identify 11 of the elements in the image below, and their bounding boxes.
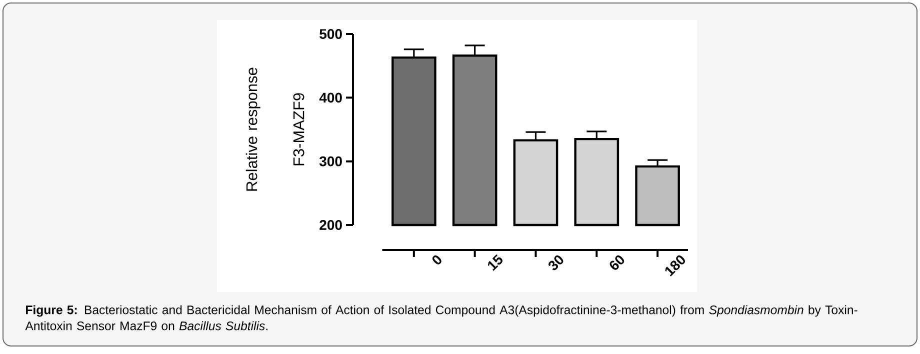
y-tick-label: 200 xyxy=(320,220,342,230)
x-tick-label: 180 xyxy=(665,255,686,276)
x-tick-label: 15 xyxy=(488,254,502,271)
x-tick-label: 30 xyxy=(548,255,564,270)
y-tick-label: 500 xyxy=(320,29,342,39)
text: Relative response F3-MAZF9 xyxy=(246,68,304,191)
y-tick-label: 300 xyxy=(319,156,342,166)
y-tick-label: 400 xyxy=(319,92,342,103)
x-tick-label: 0 xyxy=(432,255,442,264)
text: Figure 5: Bacteriostatic and Bactericidal Mechanism of Action of Isolated Compound A3(Aspidofractinine-3-methanol) from Spondiasmombin by Toxin-Antitoxin Sensor MazF9 on Bacillus Subtilis. xyxy=(25,305,858,330)
x-tick-label: 60 xyxy=(610,255,624,270)
